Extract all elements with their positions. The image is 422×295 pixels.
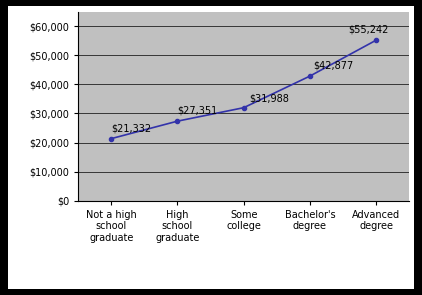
Text: $27,351: $27,351 [178, 106, 218, 116]
Text: $55,242: $55,242 [349, 24, 389, 34]
Text: $31,988: $31,988 [249, 93, 289, 103]
Text: $42,877: $42,877 [313, 61, 354, 71]
Text: $21,332: $21,332 [111, 123, 151, 133]
